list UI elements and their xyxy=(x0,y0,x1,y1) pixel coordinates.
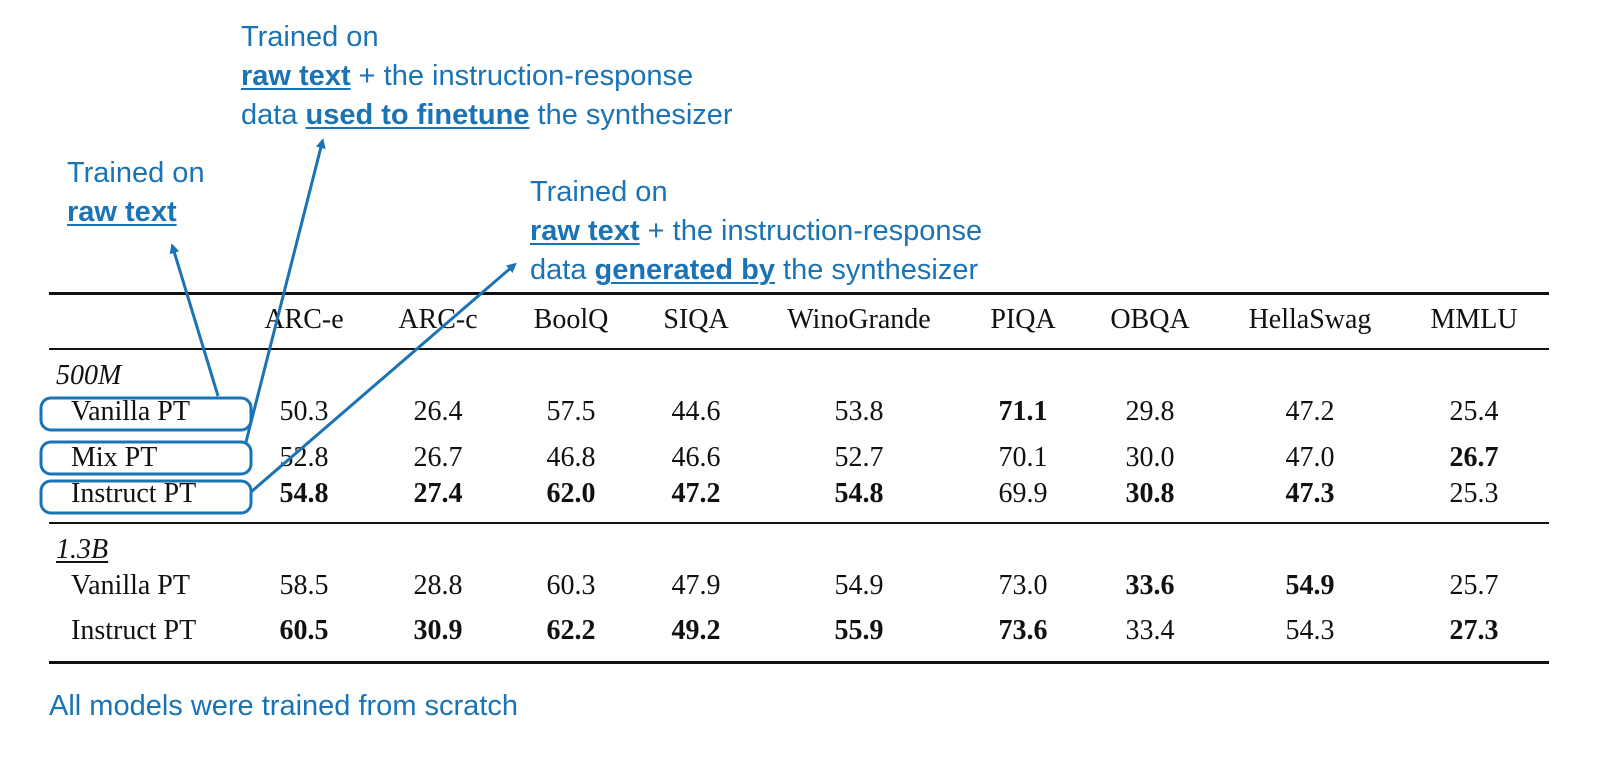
table-cell: 33.6 xyxy=(1125,570,1175,601)
column-header: BoolQ xyxy=(533,304,609,335)
table-cell: 69.9 xyxy=(998,478,1048,509)
table-cell: 54.8 xyxy=(834,478,884,509)
table-cell: 26.7 xyxy=(413,442,463,473)
table-cell: 44.6 xyxy=(671,396,721,427)
column-header: PIQA xyxy=(990,304,1056,335)
table-cell: 25.4 xyxy=(1449,396,1499,427)
table-bottom-rule xyxy=(49,661,1549,664)
annotation-instruct-rest: + the instruction-response xyxy=(639,215,983,247)
annotation-vanilla-pt: Trained on raw text xyxy=(67,154,205,232)
table-cell: 47.0 xyxy=(1285,442,1335,473)
row-label: Vanilla PT xyxy=(71,570,190,601)
table-cell: 25.7 xyxy=(1449,570,1499,601)
table-cell: 73.6 xyxy=(998,615,1048,646)
row-label: Instruct PT xyxy=(71,478,197,509)
annotation-instruct-synth: the synthesizer xyxy=(775,254,979,286)
table-cell: 52.7 xyxy=(834,442,884,473)
table-cell: 30.8 xyxy=(1125,478,1175,509)
annotation-mix-rest: + the instruction-response xyxy=(350,60,694,92)
annotation-mix-data-word: data xyxy=(241,99,306,131)
table-cell: 28.8 xyxy=(413,570,463,601)
table-cell: 46.6 xyxy=(671,442,721,473)
annotation-mix-pt: Trained on raw text + the instruction-re… xyxy=(241,18,733,135)
table-cell: 47.2 xyxy=(671,478,721,509)
table-cell: 49.2 xyxy=(671,615,721,646)
table-cell: 47.9 xyxy=(671,570,721,601)
annotation-instruct-pt: Trained on raw text + the instruction-re… xyxy=(530,173,982,290)
annotation-instruct-data-word: data xyxy=(530,254,595,286)
table-cell: 46.8 xyxy=(546,442,596,473)
column-header: ARC-c xyxy=(398,304,478,335)
table-cell: 27.4 xyxy=(413,478,463,509)
annotation-mix-used-to-finetune: used to finetune xyxy=(305,99,530,131)
table-cell: 47.2 xyxy=(1285,396,1335,427)
group-separator-rule xyxy=(49,522,1549,524)
table-cell: 47.3 xyxy=(1285,478,1335,509)
table-cell: 30.0 xyxy=(1125,442,1175,473)
table-cell: 27.3 xyxy=(1449,615,1499,646)
table-cell: 54.9 xyxy=(1285,570,1335,601)
table-cell: 50.3 xyxy=(279,396,329,427)
column-header: ARC-e xyxy=(264,304,344,335)
group-label-1-3b: 1.3B xyxy=(56,534,109,565)
table-cell: 52.8 xyxy=(279,442,329,473)
column-header: SIQA xyxy=(663,304,729,335)
table-cell: 29.8 xyxy=(1125,396,1175,427)
table-cell: 54.8 xyxy=(279,478,329,509)
annotation-vanilla-line1: Trained on xyxy=(67,157,205,189)
column-header: MMLU xyxy=(1430,304,1518,335)
table-cell: 62.0 xyxy=(546,478,596,509)
table-cell: 73.0 xyxy=(998,570,1048,601)
arrow-vanilla-pt xyxy=(169,243,220,397)
table-cell: 53.8 xyxy=(834,396,884,427)
table-cell: 71.1 xyxy=(998,396,1048,427)
table-cell: 54.3 xyxy=(1285,615,1335,646)
table-cell: 60.3 xyxy=(546,570,596,601)
annotation-instruct-line1: Trained on xyxy=(530,176,668,208)
annotation-vanilla-raw-text: raw text xyxy=(67,196,177,228)
table-cell: 54.9 xyxy=(834,570,884,601)
table-top-rule xyxy=(49,292,1549,295)
table-cell: 26.4 xyxy=(413,396,463,427)
table-cell: 55.9 xyxy=(834,615,884,646)
row-label: Vanilla PT xyxy=(71,396,190,427)
annotation-mix-synth: the synthesizer xyxy=(529,99,733,131)
table-cell: 25.3 xyxy=(1449,478,1499,509)
annotation-instruct-generated-by: generated by xyxy=(594,254,776,286)
annotation-mix-line1: Trained on xyxy=(241,21,379,53)
row-label: Instruct PT xyxy=(71,615,197,646)
table-cell: 60.5 xyxy=(279,615,329,646)
annotation-instruct-raw-text: raw text xyxy=(530,215,640,247)
column-header: OBQA xyxy=(1110,304,1190,335)
table-cell: 62.2 xyxy=(546,615,596,646)
table-cell: 70.1 xyxy=(998,442,1048,473)
row-label: Mix PT xyxy=(71,442,158,473)
annotation-mix-raw-text: raw text xyxy=(241,60,351,92)
table-cell: 57.5 xyxy=(546,396,596,427)
column-header: WinoGrande xyxy=(787,304,931,335)
table-cell: 33.4 xyxy=(1125,615,1175,646)
table-cell: 26.7 xyxy=(1449,442,1499,473)
table-cell: 30.9 xyxy=(413,615,463,646)
group-label-500m: 500M xyxy=(56,360,122,391)
table-cell: 58.5 xyxy=(279,570,329,601)
footer-note: All models were trained from scratch xyxy=(49,690,518,722)
header-rule xyxy=(49,348,1549,350)
column-header: HellaSwag xyxy=(1248,304,1372,335)
